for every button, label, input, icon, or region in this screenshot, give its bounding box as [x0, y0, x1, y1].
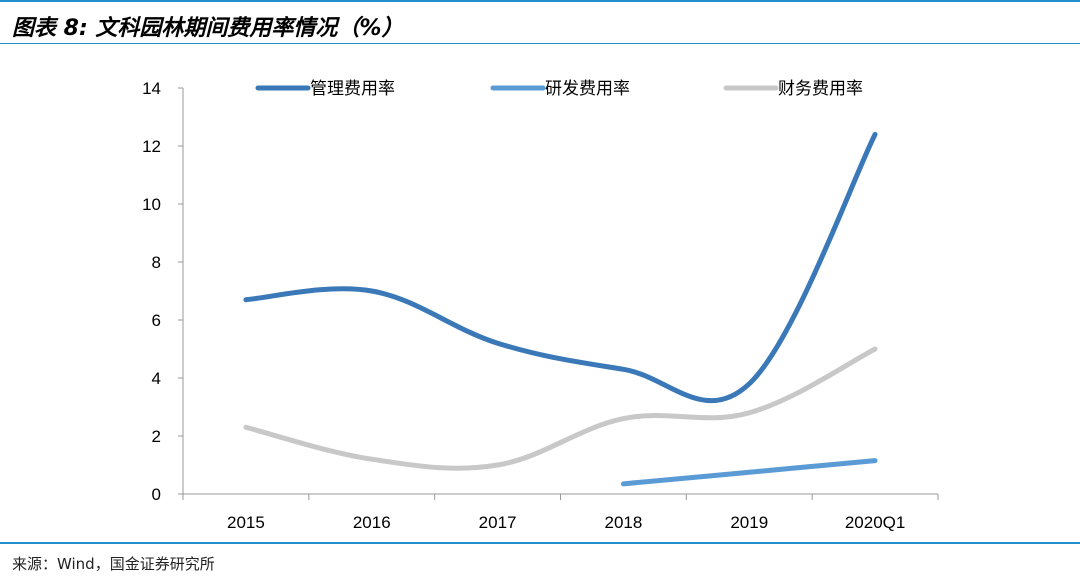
- y-tick-label: 8: [152, 253, 161, 272]
- y-tick-label: 0: [152, 485, 161, 504]
- series-line-3: [243, 346, 878, 471]
- series-line-2: [620, 458, 878, 487]
- y-tick-label: 10: [142, 195, 161, 214]
- title-bar: 图表 8: 文科园林期间费用率情况（%）: [0, 0, 1080, 44]
- series-line-1: [243, 131, 878, 404]
- source-note: 来源：Wind，国金证券研究所: [12, 555, 215, 573]
- footer-divider: [0, 542, 1080, 544]
- x-tick-label: 2017: [479, 513, 517, 532]
- y-tick-label: 2: [152, 427, 161, 446]
- y-tick-label: 12: [142, 137, 161, 156]
- x-tick-label: 2020Q1: [845, 513, 906, 532]
- x-tick-label: 2015: [227, 513, 265, 532]
- x-tick-label: 2018: [605, 513, 643, 532]
- chart-title: 图表 8: 文科园林期间费用率情况（%）: [12, 16, 404, 41]
- y-tick-label: 4: [152, 369, 161, 388]
- x-tick-label: 2016: [353, 513, 391, 532]
- legend-label-3: 财务费用率: [778, 79, 863, 99]
- y-tick-label: 6: [152, 311, 161, 330]
- y-tick-label: 14: [142, 79, 161, 98]
- x-tick-label: 2019: [730, 513, 768, 532]
- legend-label-1: 管理费用率: [310, 79, 395, 99]
- legend-label-2: 研发费用率: [545, 79, 630, 99]
